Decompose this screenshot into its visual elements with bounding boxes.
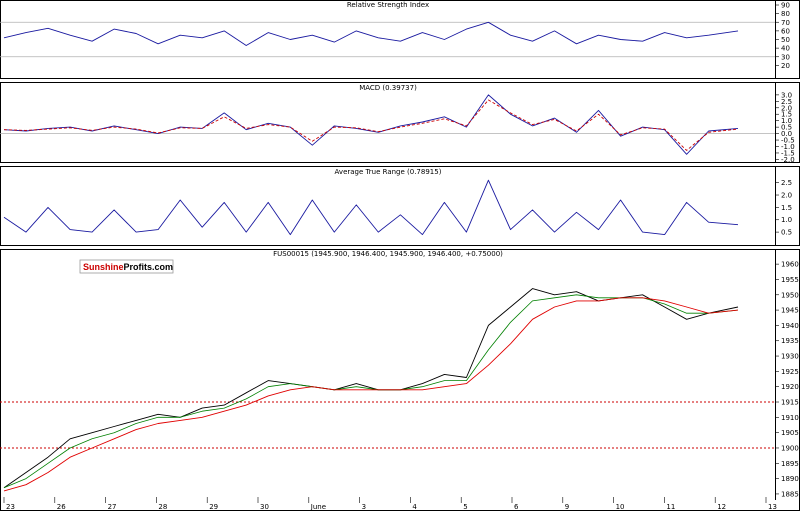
x-tick-label: 5 [463, 503, 467, 511]
y-tick-label: 1945 [781, 307, 799, 315]
y-tick-label: 1920 [781, 383, 799, 391]
y-tick-label: 40 [781, 45, 790, 53]
ema-fast-line [3, 294, 739, 489]
x-tick-label: 12 [717, 503, 726, 511]
y-tick-label: 1.0 [781, 117, 792, 125]
macd-title: MACD (0.39737) [359, 84, 417, 92]
y-tick-label: 1905 [781, 429, 799, 437]
y-tick-label: 1950 [781, 291, 799, 299]
y-tick-label: 1885 [781, 490, 799, 498]
x-tick-label: June [310, 503, 326, 511]
x-tick-label: 3 [362, 503, 366, 511]
y-tick-label: 1890 [781, 475, 799, 483]
rsi-title: Relative Strength Index [347, 1, 429, 9]
y-tick-label: 1895 [781, 460, 799, 468]
x-axis: 23 26 27 28 29 30 June 3 4 5 6 9 10 11 12 13 [3, 497, 777, 511]
ema-slow-line [3, 297, 739, 492]
y-tick-label: 1.5 [781, 204, 792, 212]
y-tick-label: 1930 [781, 353, 799, 361]
logo-part-profits: Profits.com [124, 262, 174, 272]
y-tick-label: 0.0 [781, 130, 792, 138]
y-tick-label: 1.5 [781, 111, 792, 119]
y-tick-label: 2.0 [781, 192, 792, 200]
y-tick-label: -2.0 [781, 156, 795, 164]
y-tick-label: 1910 [781, 414, 799, 422]
sunshine-profits-logo: SunshineProfits.com [79, 259, 174, 274]
panel0-series0-line [3, 21, 739, 46]
x-tick-label: 28 [158, 503, 167, 511]
y-tick-label: 50 [781, 36, 790, 44]
y-tick-label: 2.0 [781, 104, 792, 112]
y-tick-label: 2.5 [781, 98, 792, 106]
panel2-series0-line [3, 179, 739, 236]
y-tick-label: -1.5 [781, 149, 795, 157]
panel1-series1-line [3, 99, 739, 151]
logo-text: SunshineProfits.com [83, 262, 173, 272]
x-tick-label: 4 [412, 503, 417, 511]
x-tick-label: 10 [616, 503, 625, 511]
x-tick-label: 23 [6, 503, 15, 511]
y-tick-label: 2.5 [781, 179, 792, 187]
atr-title: Average True Range (0.78915) [335, 168, 442, 176]
x-tick-label: 13 [768, 503, 777, 511]
y-tick-label: 1.0 [781, 216, 792, 224]
y-tick-label: 90 [781, 2, 790, 10]
logo-part-sunshine: Sunshine [83, 262, 124, 272]
x-tick-label: 9 [565, 503, 569, 511]
x-tick-label: 11 [666, 503, 675, 511]
y-tick-label: 20 [781, 62, 790, 70]
y-tick-label: -1.0 [781, 143, 795, 151]
reference-lines [0, 21, 775, 449]
y-tick-label: 1915 [781, 399, 799, 407]
y-tick-label: 1940 [781, 322, 799, 330]
x-tick-label: 30 [260, 503, 269, 511]
price-title: FUS00015 (1945.900, 1946.400, 1945.900, … [273, 250, 503, 258]
y-tick-label: 1960 [781, 261, 799, 269]
y-tick-labels: 90807060504030203.02.52.01.51.00.50.0-0.… [775, 2, 799, 498]
y-tick-label: 1935 [781, 337, 799, 345]
y-tick-label: 80 [781, 10, 790, 18]
x-tick-label: 27 [108, 503, 117, 511]
y-tick-label: 0.5 [781, 229, 792, 237]
x-tick-label: 6 [514, 503, 519, 511]
y-tick-label: 3.0 [781, 91, 792, 99]
y-tick-label: 30 [781, 53, 790, 61]
y-tick-label: -0.5 [781, 137, 795, 145]
y-tick-label: 1925 [781, 368, 799, 376]
series-lines [3, 21, 739, 492]
y-tick-label: 1900 [781, 444, 799, 452]
x-tick-label: 29 [209, 503, 218, 511]
y-tick-label: 60 [781, 27, 790, 35]
x-tick-label: 26 [57, 503, 66, 511]
y-tick-label: 70 [781, 19, 790, 27]
y-tick-label: 0.5 [781, 124, 792, 132]
y-tick-label: 1955 [781, 276, 799, 284]
